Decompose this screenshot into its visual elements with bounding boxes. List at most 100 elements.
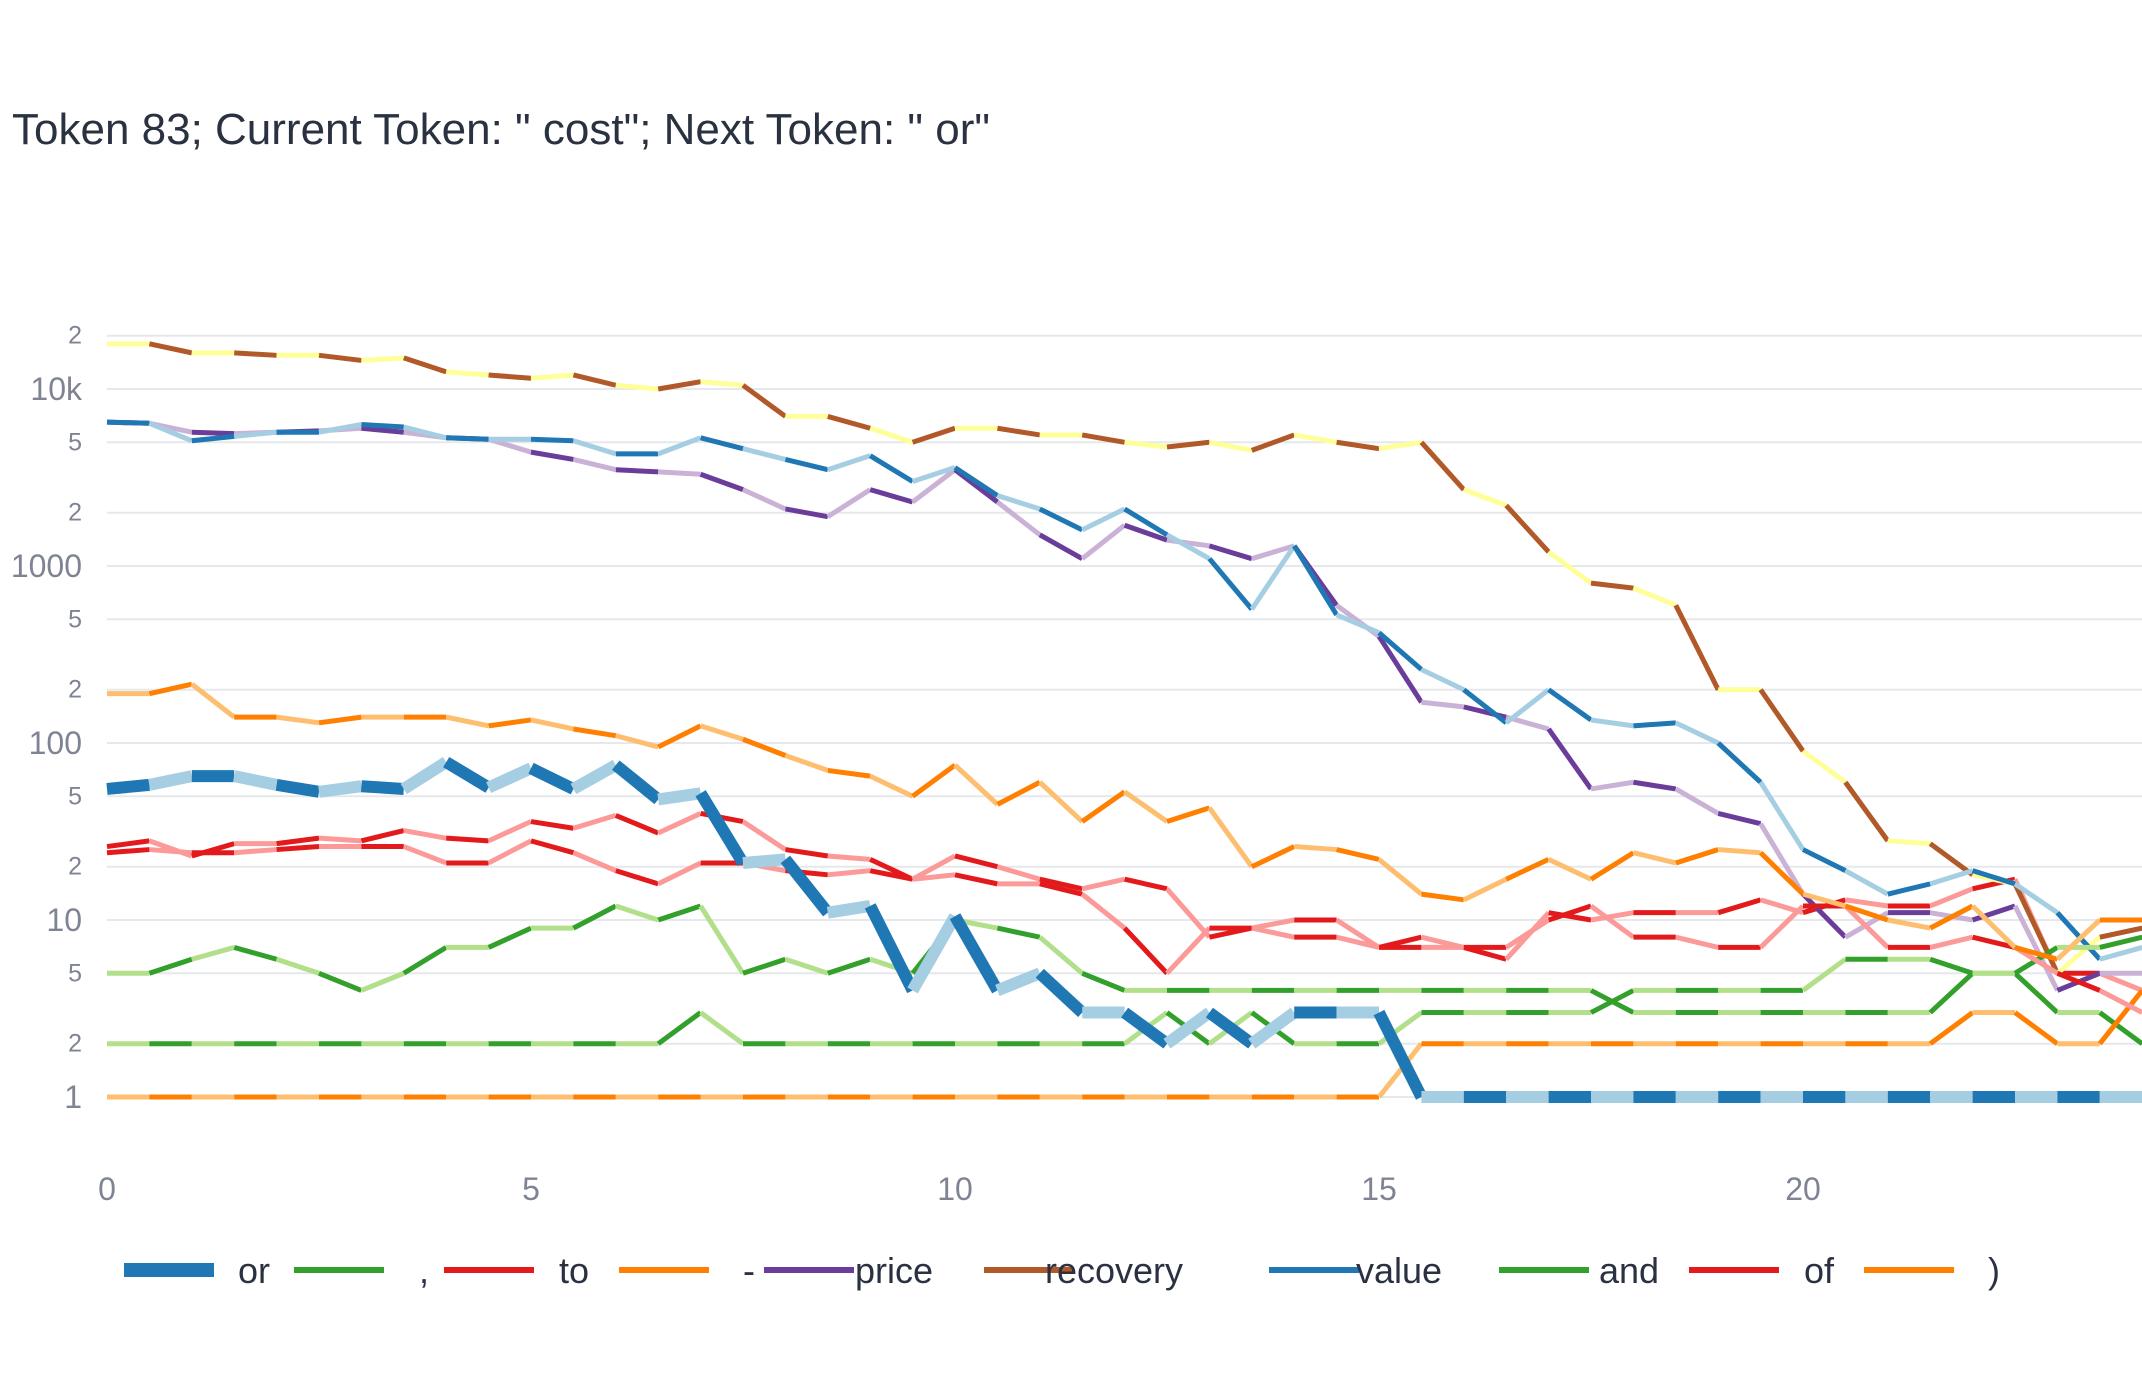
series-segment xyxy=(2056,970,2101,993)
series-segment xyxy=(1166,439,1210,450)
series-segment xyxy=(657,435,702,457)
legend-item[interactable]: value xyxy=(1269,1250,1442,1291)
series-segment xyxy=(1208,439,1253,453)
series-segment xyxy=(1673,604,1721,691)
series-segment xyxy=(1124,439,1168,450)
series-segment xyxy=(1590,717,1634,729)
series-segment xyxy=(1504,503,1551,554)
legend-item[interactable]: price xyxy=(764,1250,933,1291)
legend-item[interactable]: and xyxy=(1499,1250,1659,1291)
series-segment xyxy=(318,970,363,993)
series-segment xyxy=(864,903,918,994)
series-segment xyxy=(445,714,490,729)
series-segment xyxy=(573,726,617,739)
legend-item[interactable]: - xyxy=(619,1250,755,1291)
legend-item[interactable]: of xyxy=(1689,1250,1835,1291)
series-segment xyxy=(2098,970,2142,993)
legend-item[interactable]: , xyxy=(294,1250,429,1291)
series-segment xyxy=(1165,532,1211,561)
series-segment xyxy=(827,767,871,779)
series-segment xyxy=(2097,988,2142,1046)
series-segment xyxy=(1080,892,1127,931)
x-tick-label: 10 xyxy=(937,1171,973,1207)
series-segment xyxy=(2012,904,2060,992)
series-segment xyxy=(615,382,659,392)
series-segment xyxy=(2099,934,2142,950)
series-segment xyxy=(1801,749,1847,785)
y-tick-label: 2 xyxy=(68,853,82,881)
y-tick-label: 2 xyxy=(68,1030,82,1058)
series-segment xyxy=(276,844,320,853)
y-tick-label: 5 xyxy=(68,782,82,810)
legend-label: and xyxy=(1599,1250,1659,1291)
series-segment xyxy=(784,753,829,773)
series-segment xyxy=(443,756,492,793)
series-segment xyxy=(1801,847,1847,873)
series-segment xyxy=(1249,544,1297,611)
legend-item[interactable]: recovery xyxy=(984,1250,1183,1291)
series-segment xyxy=(1166,805,1211,824)
series-segment xyxy=(1335,612,1380,635)
y-tick-label: 100 xyxy=(29,725,82,761)
x-tick-label: 5 xyxy=(522,1171,540,1207)
series-segment xyxy=(1633,720,1676,729)
series-segment xyxy=(911,763,957,799)
series-segment xyxy=(234,847,277,856)
series-segment xyxy=(1377,630,1424,672)
y-tick-label: 5 xyxy=(68,605,82,633)
series-segment xyxy=(1251,917,1295,931)
series-segment xyxy=(1121,1007,1171,1049)
series-segment xyxy=(954,872,998,887)
series-segment xyxy=(572,812,617,831)
series-segment xyxy=(1377,1042,1424,1099)
series-segment xyxy=(2013,881,2059,915)
legend-item[interactable]: to xyxy=(444,1250,589,1291)
series-segment xyxy=(1843,780,1890,843)
series-segment xyxy=(1462,876,1508,903)
series-segment xyxy=(1717,897,1762,916)
series-segment xyxy=(1633,779,1677,792)
series-segment xyxy=(1081,506,1126,533)
series-segment xyxy=(699,723,744,742)
series-segment xyxy=(1248,1007,1298,1049)
series-segment xyxy=(148,420,193,444)
series-segment xyxy=(402,945,448,976)
series-segment xyxy=(1758,688,1806,753)
series-segment xyxy=(1039,876,1083,892)
series-segment xyxy=(2055,910,2102,961)
series-segment xyxy=(1971,903,2016,923)
series-segment xyxy=(1165,887,1212,939)
series-segment xyxy=(827,956,871,976)
series-segment xyxy=(361,780,405,795)
series-segment xyxy=(657,379,702,392)
series-segment xyxy=(234,350,277,358)
series-segment xyxy=(1250,432,1296,453)
series-segment xyxy=(1928,1010,1975,1046)
series-segment xyxy=(1548,910,1592,923)
series-segment xyxy=(1716,741,1763,785)
series-segment xyxy=(1123,506,1169,537)
series-segment xyxy=(1250,844,1296,869)
series-segment xyxy=(1462,487,1508,508)
legend-label: - xyxy=(743,1250,755,1291)
series-segment xyxy=(402,844,448,866)
series-segment xyxy=(232,770,278,791)
series-segment xyxy=(827,414,871,431)
series-segment xyxy=(361,355,404,363)
series-segment xyxy=(1420,667,1465,692)
series-segment xyxy=(1758,822,1806,896)
series-segment xyxy=(741,487,787,512)
series-segment xyxy=(1590,779,1634,792)
series-segment xyxy=(530,717,574,732)
legend-item[interactable]: ) xyxy=(1864,1250,2000,1291)
series-segment xyxy=(826,900,872,919)
legend-item[interactable]: or xyxy=(124,1250,270,1291)
series-segment xyxy=(1038,780,1084,824)
series-segment xyxy=(530,838,575,856)
series-segment xyxy=(148,681,193,697)
series-or xyxy=(106,756,2142,1103)
series-segment xyxy=(612,760,662,805)
series-segment xyxy=(1589,850,1635,882)
y-tick-label: 2 xyxy=(68,499,82,527)
series-segment xyxy=(1929,886,1974,909)
